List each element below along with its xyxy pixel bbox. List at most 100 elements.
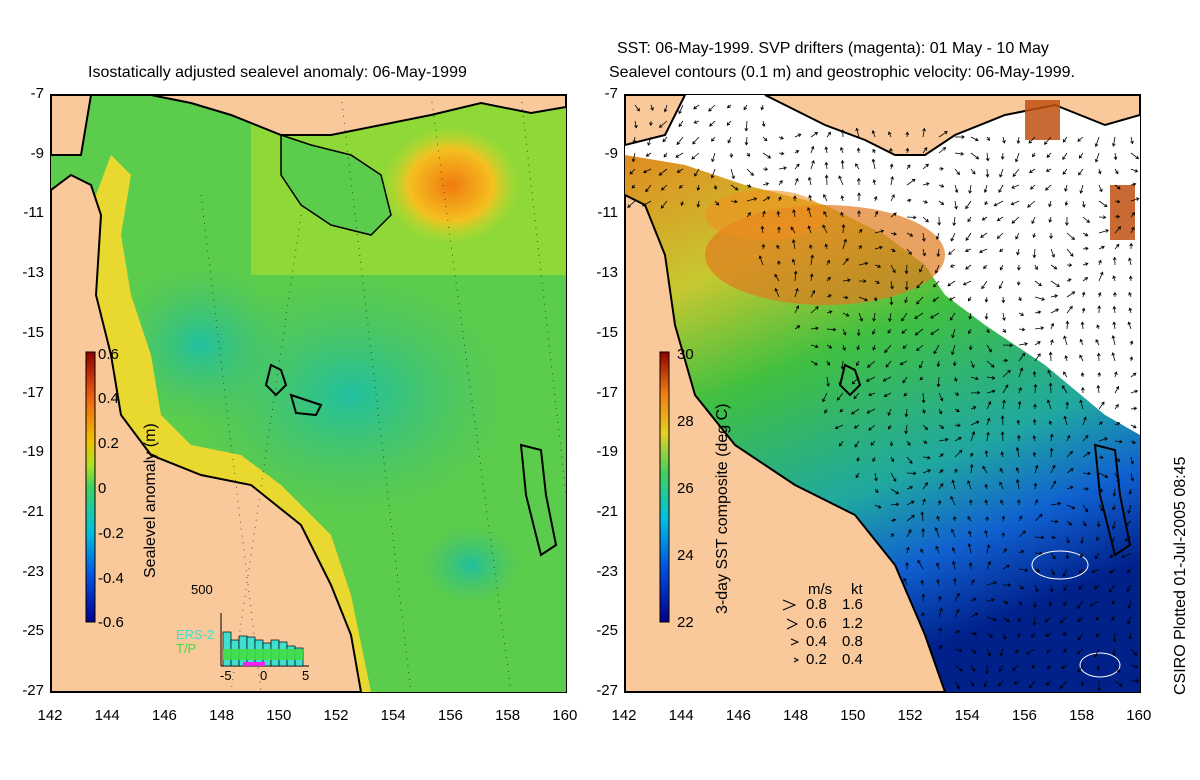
x-axis-tick-left: 150 (266, 707, 292, 724)
velocity-arrow (1034, 568, 1041, 572)
velocity-arrow (778, 151, 785, 156)
velocity-arrow (1098, 229, 1110, 234)
velocity-arrow (1076, 600, 1084, 610)
x-axis-tick-right: 152 (897, 707, 923, 724)
velocity-arrow (1032, 370, 1037, 378)
velocity-arrow (676, 136, 684, 146)
velocity-arrow (983, 680, 988, 688)
velocity-arrow (1098, 421, 1103, 426)
velocity-arrow (1062, 168, 1068, 175)
velocity-arrow (1034, 296, 1046, 301)
velocity-arrow (729, 152, 734, 158)
velocity-arrow (920, 579, 925, 586)
velocity-arrow (1034, 280, 1042, 287)
velocity-arrow (1098, 504, 1104, 512)
velocity-arrow (872, 312, 876, 322)
velocity-arrow (968, 562, 973, 570)
velocity-arrow (979, 248, 988, 254)
velocity-arrow (810, 360, 818, 366)
velocity-arrow (1062, 385, 1068, 394)
velocity-arrow (1128, 307, 1133, 314)
velocity-arrow (903, 577, 908, 586)
velocity-arrow (901, 328, 908, 334)
histogram-ymax: 500 (191, 582, 213, 597)
velocity-arrow (1018, 342, 1028, 346)
velocity-arrow (968, 184, 972, 194)
velocity-arrow (1064, 355, 1069, 362)
velocity-arrow (1128, 488, 1133, 495)
velocity-arrow (1027, 200, 1036, 208)
velocity-arrow (794, 305, 800, 314)
velocity-arrow (889, 147, 893, 154)
velocity-arrow (1112, 275, 1116, 282)
velocity-arrow (890, 176, 894, 186)
velocity-arrow (1077, 616, 1084, 622)
velocity-arrow (1096, 664, 1101, 671)
velocity-arrow (822, 224, 828, 234)
velocity-arrow (884, 344, 892, 354)
velocity-arrow (1112, 632, 1117, 643)
velocity-arrow (810, 160, 815, 170)
velocity-arrow (1096, 384, 1101, 394)
velocity-arrow (794, 325, 801, 330)
y-axis-tick-right: -9 (604, 144, 618, 162)
sealevel-colorbar-tick: 0.4 (98, 390, 119, 407)
velocity-arrow (968, 328, 972, 335)
velocity-arrow (1111, 520, 1116, 530)
velocity-arrow (980, 232, 988, 238)
velocity-arrow (726, 104, 732, 109)
velocity-arrow (922, 216, 929, 223)
velocity-arrow (1050, 280, 1060, 287)
velocity-arrow (696, 200, 701, 208)
velocity-arrow (954, 200, 958, 210)
velocity-arrow (1076, 648, 1084, 655)
velocity-legend-header-ms: m/s (808, 581, 833, 598)
velocity-arrow (1098, 455, 1104, 460)
velocity-arrow (937, 216, 942, 226)
velocity-arrow (935, 232, 940, 240)
velocity-arrow (1016, 264, 1021, 271)
velocity-arrow (951, 547, 956, 554)
velocity-arrow (840, 159, 845, 170)
velocity-arrow (1002, 358, 1009, 363)
velocity-arrow (1018, 387, 1022, 394)
velocity-arrow (905, 562, 909, 570)
velocity-arrow (1113, 371, 1118, 378)
velocity-arrow (1002, 600, 1009, 604)
velocity-arrow (642, 200, 652, 207)
velocity-arrow (1080, 552, 1084, 558)
x-axis-tick-left: 146 (151, 707, 177, 724)
right-map-title-line1: SST: 06-May-1999. SVP drifters (magenta)… (617, 40, 1049, 57)
velocity-arrow (713, 184, 718, 190)
velocity-arrow (1048, 216, 1053, 223)
velocity-arrow (1032, 248, 1037, 259)
velocity-arrow (1000, 152, 1005, 160)
velocity-arrow (1066, 248, 1074, 257)
velocity-arrow (938, 184, 945, 188)
velocity-arrow (762, 167, 769, 172)
velocity-arrow (1033, 482, 1038, 490)
velocity-arrow (778, 136, 784, 140)
velocity-arrow (874, 264, 882, 268)
velocity-legend-kt: 1.2 (842, 615, 863, 632)
velocity-arrow (1048, 382, 1053, 394)
velocity-arrow (1078, 584, 1084, 590)
velocity-arrow (922, 455, 931, 460)
velocity-arrow (1130, 679, 1140, 683)
velocity-arrow (658, 120, 668, 128)
plot-credit: CSIRO Plotted 01-Jul-2005 08:45 (1172, 456, 1189, 695)
velocity-arrow (634, 104, 640, 112)
sealevel-colorbar-tick: 0.2 (98, 435, 119, 452)
velocity-arrow (970, 420, 980, 426)
velocity-arrow (842, 295, 849, 300)
velocity-arrow (1018, 312, 1025, 316)
x-axis-tick-left: 158 (495, 707, 521, 724)
velocity-arrow (774, 273, 780, 282)
velocity-arrow (868, 424, 876, 431)
y-axis-tick-left: -25 (22, 622, 44, 640)
velocity-arrow (965, 200, 972, 210)
velocity-arrow (826, 344, 833, 349)
velocity-arrow (1109, 568, 1116, 574)
velocity-arrow (938, 166, 944, 171)
velocity-arrow (758, 255, 764, 266)
